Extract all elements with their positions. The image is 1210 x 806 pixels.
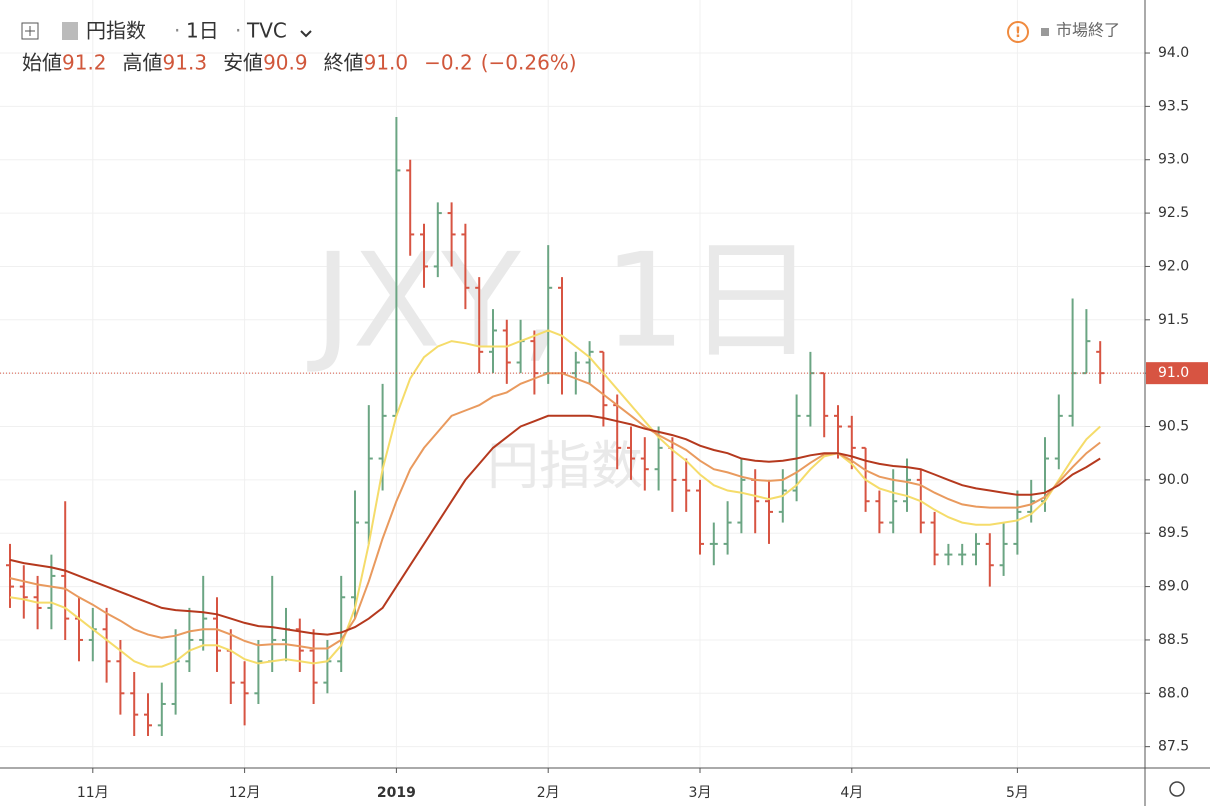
y-tick-label: 88.5 bbox=[1158, 632, 1189, 648]
x-tick-label: 2月 bbox=[537, 785, 560, 801]
y-tick-label: 90.0 bbox=[1158, 472, 1189, 488]
y-tick-label: 88.0 bbox=[1158, 685, 1189, 701]
interval: 1日 bbox=[186, 19, 219, 43]
y-tick-label: 94.0 bbox=[1158, 45, 1189, 61]
flag-icon bbox=[62, 22, 78, 40]
add-icon[interactable] bbox=[21, 22, 39, 40]
axes: 87.5 88.0 88.5 89.0 89.5 90.0 90.5 91.0 91.5 92.0… bbox=[77, 45, 1208, 801]
status-dot bbox=[1041, 28, 1049, 36]
ma-line bbox=[9, 414, 1101, 636]
x-tick-label: 2019 bbox=[377, 785, 416, 801]
ohlc-label: 始値 bbox=[22, 51, 62, 75]
x-tick-label: 12月 bbox=[229, 785, 261, 801]
last-price-box bbox=[1146, 362, 1208, 385]
ohlc-value: 91.2 bbox=[62, 51, 107, 75]
ma-line bbox=[9, 329, 1101, 668]
x-tick-label: 5月 bbox=[1006, 785, 1029, 801]
last-price-label: 91.0 bbox=[1158, 365, 1189, 381]
ohlc-value: 91.0 bbox=[364, 51, 409, 75]
dropdown-icon[interactable] bbox=[300, 30, 312, 38]
y-tick-label: 93.0 bbox=[1158, 152, 1189, 168]
ohlc-value: 90.9 bbox=[263, 51, 308, 75]
status: 市場終了 bbox=[1056, 21, 1120, 40]
y-tick-label: 89.0 bbox=[1158, 579, 1189, 595]
separator: · bbox=[174, 19, 180, 43]
status-icon: ! bbox=[1015, 25, 1021, 41]
settings-icon[interactable] bbox=[1169, 781, 1185, 797]
y-tick-label: 87.5 bbox=[1158, 739, 1189, 755]
y-tick-label: 90.5 bbox=[1158, 419, 1189, 435]
ohlc-label: 安値 bbox=[223, 51, 263, 75]
exchange[interactable]: TVC bbox=[246, 19, 287, 43]
y-tick-label: 92.0 bbox=[1158, 258, 1189, 274]
plot bbox=[0, 117, 1145, 736]
status-icon[interactable] bbox=[1007, 21, 1029, 43]
grid bbox=[0, 0, 1145, 768]
ohlc-value: 91.3 bbox=[163, 51, 208, 75]
y-tick-label: 92.5 bbox=[1158, 205, 1189, 221]
y-tick-label: 91.5 bbox=[1158, 312, 1189, 328]
change: −0.2 bbox=[424, 51, 473, 75]
change-pct: (−0.26%) bbox=[481, 51, 577, 75]
ohlc-legend: 始値 91.2 高値 91.3 安値 90.9 終値 91.0 −0.2 (−0.26%) bbox=[22, 51, 577, 75]
x-tick-label: 3月 bbox=[689, 785, 712, 801]
x-tick-label: 4月 bbox=[840, 785, 863, 801]
y-tick-label: 89.5 bbox=[1158, 525, 1189, 541]
symbol: 円指数 bbox=[86, 19, 146, 43]
x-tick-label: 11月 bbox=[77, 785, 109, 801]
watermark-sub: 円指数 bbox=[487, 437, 643, 497]
separator: · bbox=[235, 19, 241, 43]
y-tick-label: 93.5 bbox=[1158, 98, 1189, 114]
ohlc-label: 終値 bbox=[324, 51, 364, 75]
ohlc-label: 高値 bbox=[123, 51, 163, 75]
